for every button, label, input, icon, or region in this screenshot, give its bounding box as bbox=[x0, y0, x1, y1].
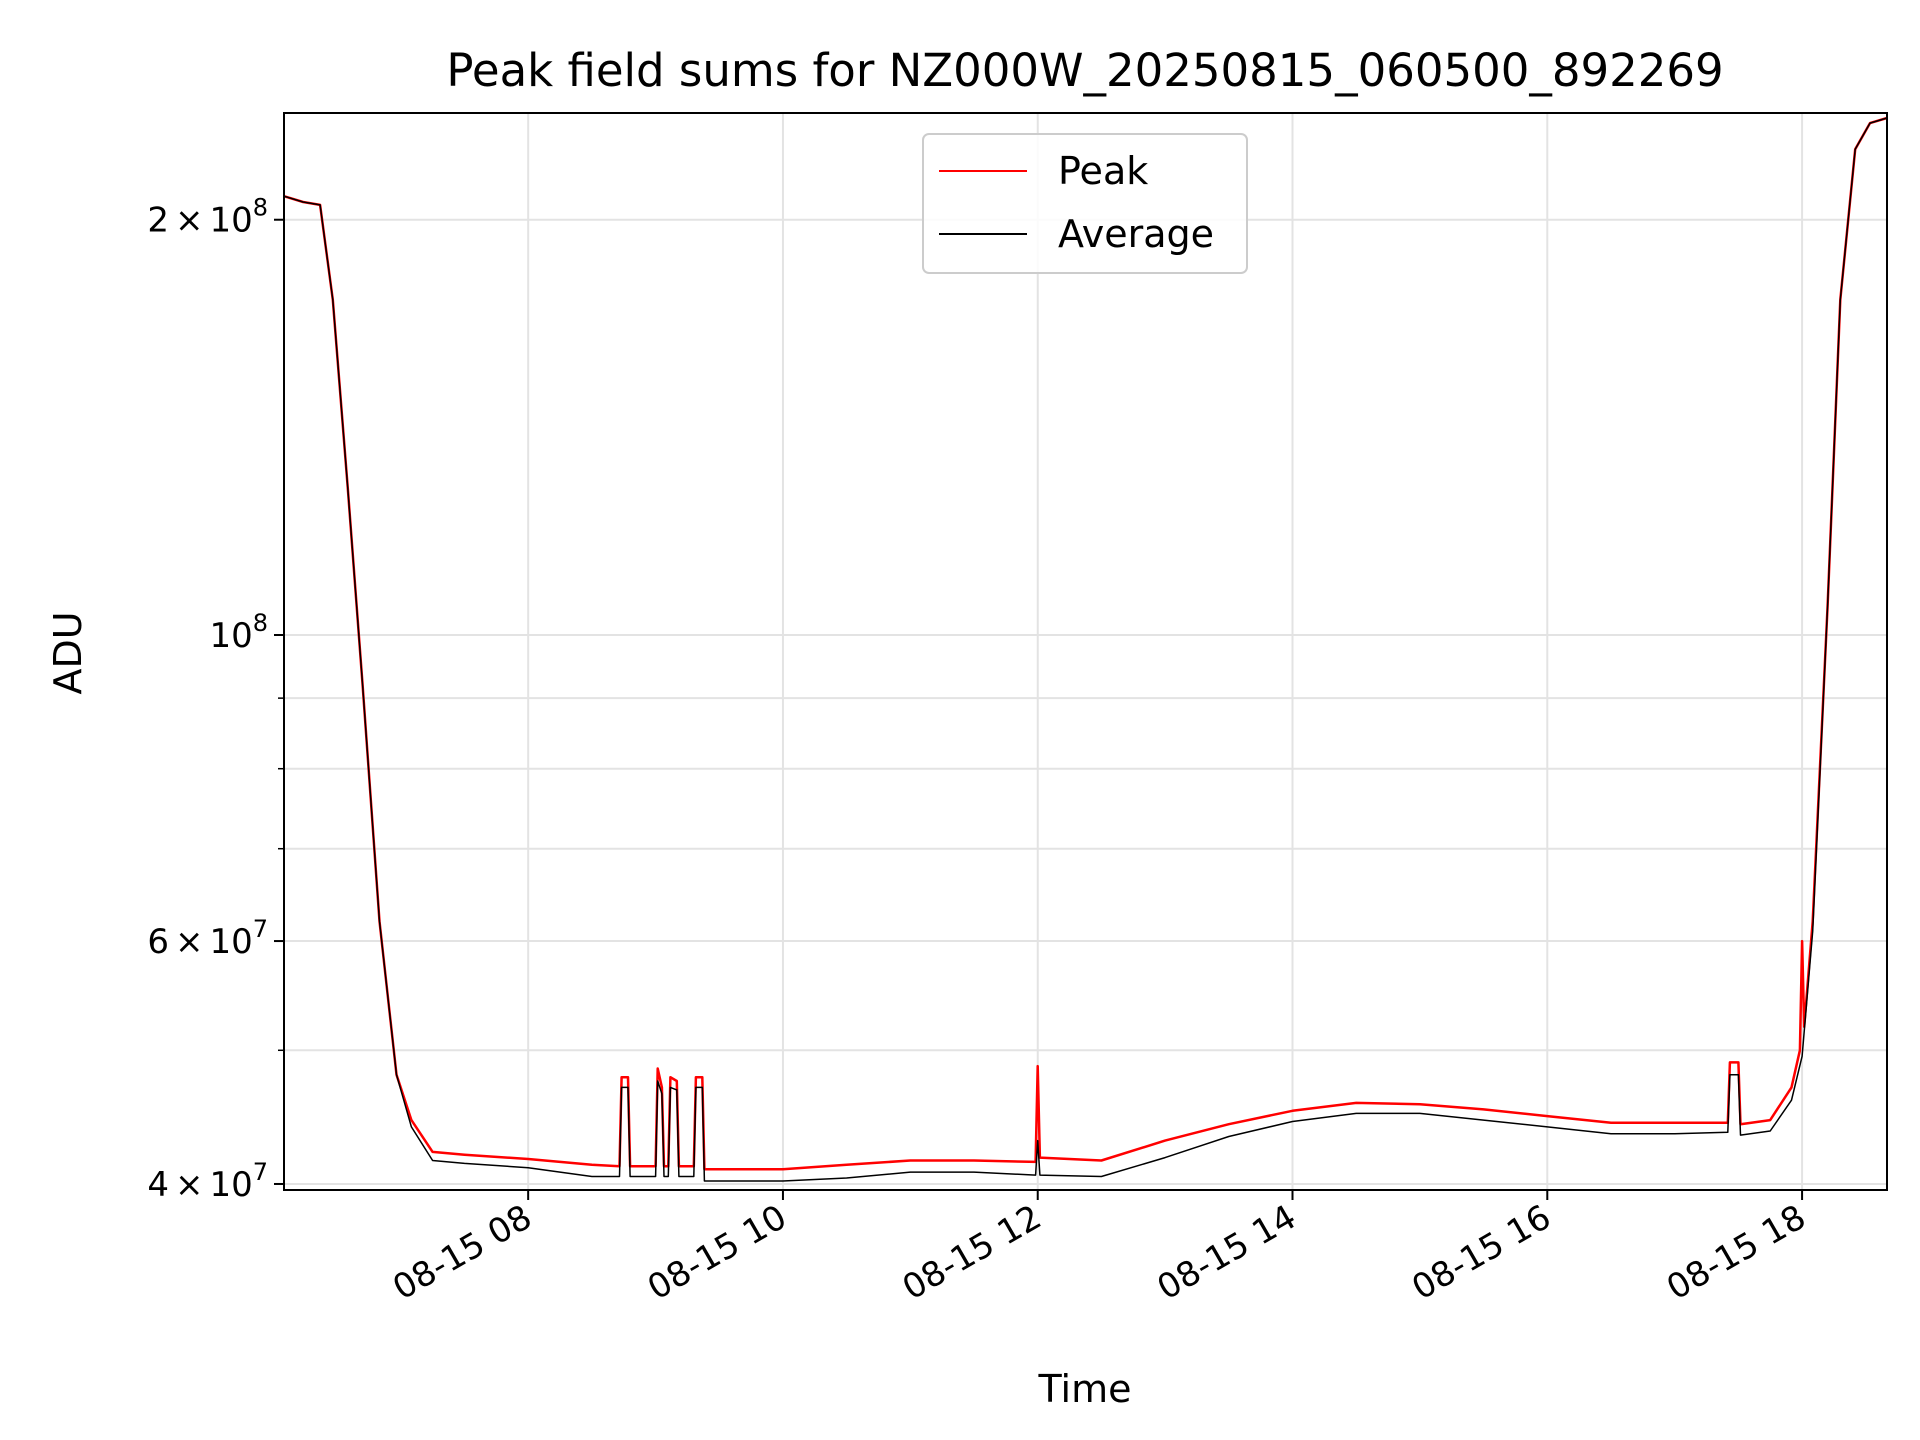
y-tick-label: 6 × 107 bbox=[147, 915, 268, 962]
legend-label-peak: Peak bbox=[1058, 149, 1148, 193]
series-line-average bbox=[283, 117, 1888, 1182]
series-lines bbox=[283, 116, 1888, 1182]
grid bbox=[284, 113, 1887, 1190]
legend: Peak Average bbox=[922, 133, 1248, 274]
y-tick-label: 2 × 108 bbox=[147, 194, 268, 241]
y-tick-label: 4 × 107 bbox=[147, 1158, 268, 1205]
y-tick-label: 108 bbox=[209, 609, 268, 656]
legend-box bbox=[922, 133, 1248, 274]
x-axis-label: Time bbox=[1038, 1367, 1132, 1411]
plot-frame bbox=[283, 112, 1888, 1191]
series-line-peak bbox=[283, 116, 1888, 1171]
legend-label-average: Average bbox=[1058, 212, 1214, 256]
y-axis-label: ADU bbox=[46, 611, 90, 694]
chart-title: Peak field sums for NZ000W_20250815_0605… bbox=[446, 44, 1723, 97]
